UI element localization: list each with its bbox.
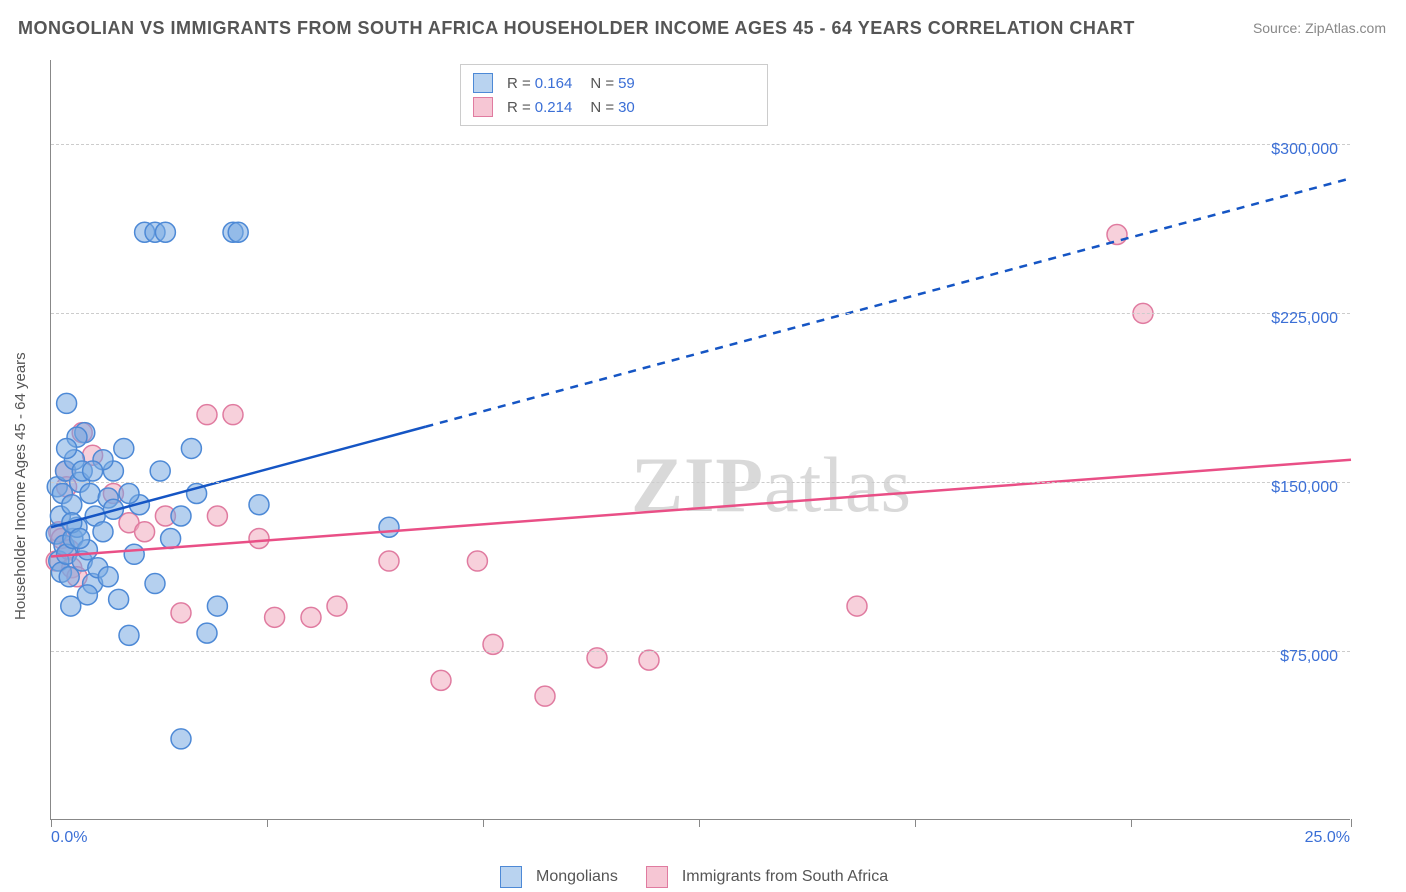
series-b-point	[639, 650, 659, 670]
r-value: 0.164	[535, 75, 573, 92]
n-value: 30	[618, 99, 635, 116]
legend-label: Immigrants from South Africa	[682, 868, 888, 886]
source-attribution: Source: ZipAtlas.com	[1253, 20, 1386, 36]
series-b-point	[301, 607, 321, 627]
y-tick-label: $75,000	[1280, 648, 1338, 666]
series-a-point	[145, 574, 165, 594]
series-a-point	[57, 393, 77, 413]
series-a-point	[171, 729, 191, 749]
y-tick-label: $225,000	[1271, 310, 1338, 328]
legend-series: Mongolians Immigrants from South Africa	[500, 866, 902, 888]
series-b-point	[847, 596, 867, 616]
series-a-point	[114, 438, 134, 458]
series-a-point	[57, 438, 77, 458]
series-a-point	[80, 483, 100, 503]
n-label: N =	[590, 75, 614, 92]
legend-correlation-row: R =0.164 N =59	[473, 71, 755, 95]
series-b-point	[327, 596, 347, 616]
series-a-point	[228, 222, 248, 242]
x-max-label: 25.0%	[1305, 829, 1350, 847]
gridline	[51, 482, 1350, 483]
series-b-point	[135, 522, 155, 542]
series-a-regression-dashed	[425, 178, 1351, 427]
legend-label: Mongolians	[536, 868, 618, 886]
series-a-point	[379, 517, 399, 537]
y-tick-label: $300,000	[1271, 141, 1338, 159]
series-a-point	[70, 529, 90, 549]
series-a-point	[109, 589, 129, 609]
r-label: R =	[507, 75, 531, 92]
legend-swatch	[500, 866, 522, 888]
plot-area: ZIPatlas $75,000$150,000$225,000$300,000…	[50, 60, 1350, 820]
series-a-point	[155, 222, 175, 242]
series-b-point	[197, 405, 217, 425]
series-a-point	[161, 529, 181, 549]
series-a-point	[62, 495, 82, 515]
x-tick	[1131, 819, 1132, 827]
plot-svg	[51, 60, 1350, 819]
series-a-point	[98, 567, 118, 587]
r-label: R =	[507, 99, 531, 116]
series-b-point	[249, 529, 269, 549]
legend-correlation: R =0.164 N =59 R =0.214 N =30	[460, 64, 768, 126]
series-a-point	[124, 544, 144, 564]
x-tick	[699, 819, 700, 827]
legend-correlation-row: R =0.214 N =30	[473, 95, 755, 119]
series-b-point	[265, 607, 285, 627]
series-a-point	[83, 461, 103, 481]
series-a-point	[93, 522, 113, 542]
n-label: N =	[590, 99, 614, 116]
x-tick	[267, 819, 268, 827]
y-axis-label: Householder Income Ages 45 - 64 years	[12, 352, 29, 620]
n-value: 59	[618, 75, 635, 92]
gridline	[51, 313, 1350, 314]
series-a-point	[119, 483, 139, 503]
x-tick	[1351, 819, 1352, 827]
series-a-point	[197, 623, 217, 643]
series-b-point	[171, 603, 191, 623]
x-min-label: 0.0%	[51, 829, 87, 847]
series-b-point	[535, 686, 555, 706]
x-tick	[483, 819, 484, 827]
source-label: Source:	[1253, 20, 1301, 36]
series-a-point	[150, 461, 170, 481]
series-b-point	[207, 506, 227, 526]
series-a-point	[77, 585, 97, 605]
source-link[interactable]: ZipAtlas.com	[1305, 20, 1386, 36]
legend-swatch	[473, 97, 493, 117]
series-b-point	[379, 551, 399, 571]
series-b-point	[431, 670, 451, 690]
series-b-point	[1107, 225, 1127, 245]
y-tick-label: $150,000	[1271, 479, 1338, 497]
gridline	[51, 651, 1350, 652]
series-a-point	[249, 495, 269, 515]
series-a-point	[171, 506, 191, 526]
legend-swatch	[646, 866, 668, 888]
series-a-point	[119, 625, 139, 645]
chart-title: MONGOLIAN VS IMMIGRANTS FROM SOUTH AFRIC…	[18, 18, 1135, 39]
x-tick	[915, 819, 916, 827]
x-tick	[51, 819, 52, 827]
series-a-point	[207, 596, 227, 616]
series-b-point	[467, 551, 487, 571]
series-b-point	[223, 405, 243, 425]
legend-swatch	[473, 73, 493, 93]
series-a-point	[181, 438, 201, 458]
gridline	[51, 144, 1350, 145]
r-value: 0.214	[535, 99, 573, 116]
chart-container: MONGOLIAN VS IMMIGRANTS FROM SOUTH AFRIC…	[0, 0, 1406, 892]
